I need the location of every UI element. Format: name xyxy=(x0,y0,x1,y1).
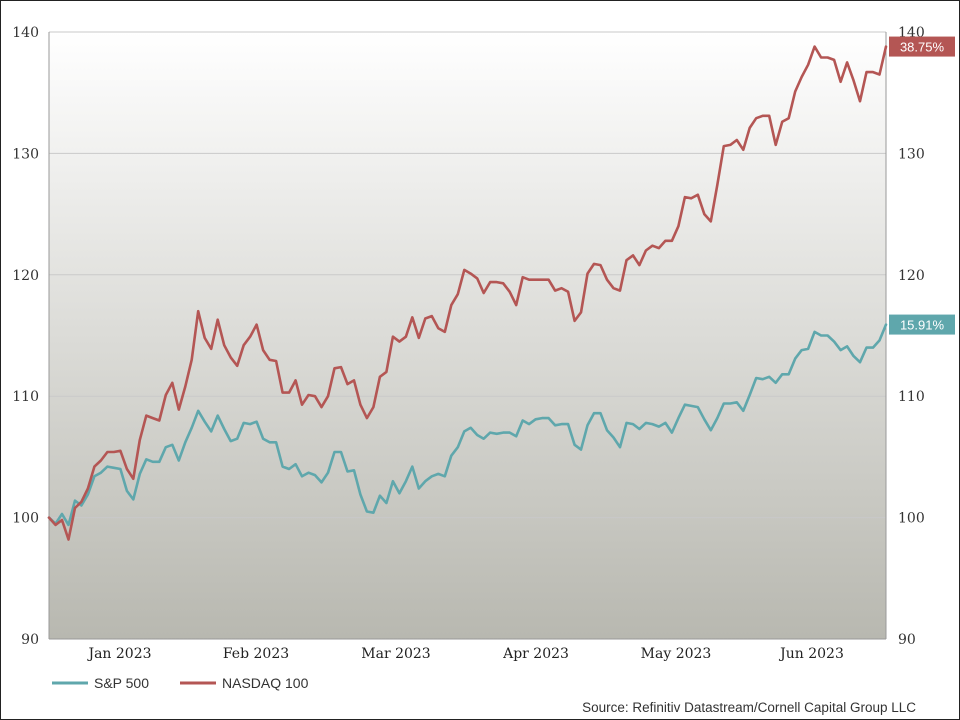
x-tick-label: Jan 2023 xyxy=(86,646,151,662)
legend-item: NASDAQ 100 xyxy=(180,675,309,691)
y-tick-right: 130 xyxy=(898,146,925,162)
legend-label: S&P 500 xyxy=(94,675,149,691)
x-tick-label: Feb 2023 xyxy=(223,646,289,662)
series-lines xyxy=(47,45,888,541)
y-tick-right: 100 xyxy=(898,511,925,527)
plot-area xyxy=(49,32,886,639)
y-tick-left: 90 xyxy=(21,632,39,648)
end-labels: 15.91% 38.75% xyxy=(889,36,955,335)
y-tick-left: 100 xyxy=(12,511,39,527)
y-tick-left: 130 xyxy=(12,146,39,162)
y-tick-right: 120 xyxy=(898,268,925,284)
series-line-nasdaq100 xyxy=(47,45,888,541)
end-label-sp500: 15.91% xyxy=(889,314,955,335)
legend: S&P 500 NASDAQ 100 xyxy=(52,675,309,691)
x-tick-label: Mar 2023 xyxy=(361,646,430,662)
y-tick-left: 110 xyxy=(12,389,39,405)
svg-text:15.91%: 15.91% xyxy=(900,318,945,333)
x-tick-label: Apr 2023 xyxy=(502,646,569,662)
y-tick-left: 140 xyxy=(12,25,39,41)
x-tick-label: May 2023 xyxy=(641,646,712,662)
legend-label: NASDAQ 100 xyxy=(222,675,309,691)
x-tick-label: Jun 2023 xyxy=(778,646,844,662)
end-label-nasdaq100: 38.75% xyxy=(889,36,955,57)
svg-text:38.75%: 38.75% xyxy=(900,40,945,55)
source-note: Source: Refinitiv Datastream/Cornell Cap… xyxy=(582,700,916,715)
y-tick-right: 90 xyxy=(898,632,916,648)
y-tick-left: 120 xyxy=(12,268,39,284)
y-tick-right: 110 xyxy=(898,389,925,405)
legend-item: S&P 500 xyxy=(52,675,149,691)
series-line-sp500 xyxy=(47,323,888,527)
